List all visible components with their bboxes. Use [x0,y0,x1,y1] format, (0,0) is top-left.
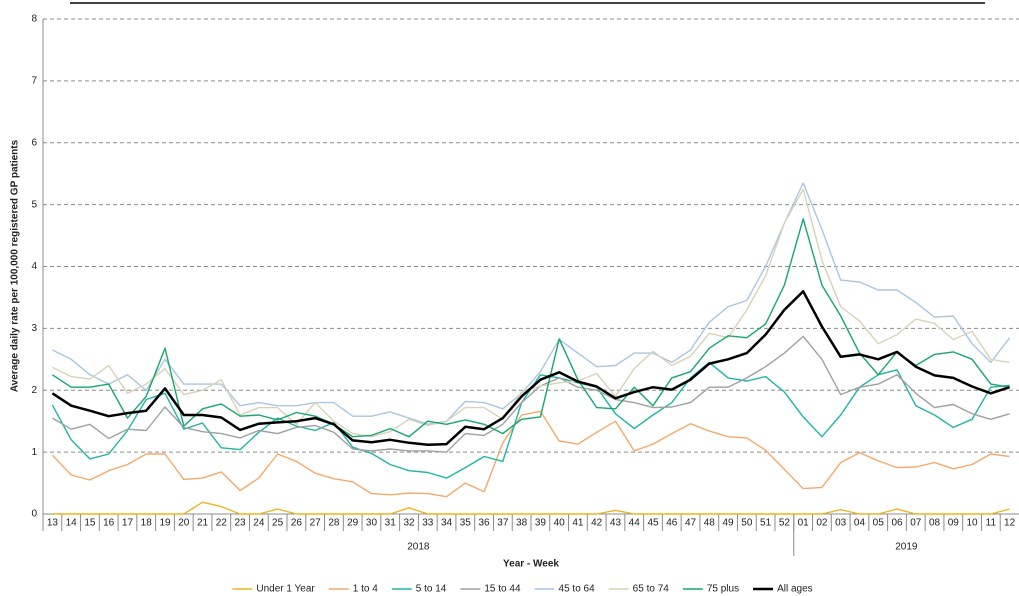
x-tick-label: 44 [629,518,641,529]
x-tick-label: 22 [216,518,228,529]
x-tick-label: 14 [66,518,78,529]
y-tick-label: 4 [31,261,37,272]
x-axis-title: Year - Week [503,559,559,570]
legend-label: All ages [777,584,813,595]
x-tick-label: 42 [591,518,603,529]
x-tick-label: 27 [310,518,322,529]
legend-label: Under 1 Year [256,584,315,595]
y-tick-label: 5 [31,199,37,210]
x-tick-label: 03 [835,518,847,529]
legend-label: 5 to 14 [416,584,447,595]
x-tick-label: 31 [385,518,397,529]
x-tick-label: 07 [910,518,922,529]
series-line [52,335,1010,453]
y-tick-label: 7 [31,76,37,87]
x-tick-label: 50 [741,518,753,529]
x-tick-label: 04 [854,518,866,529]
x-tick-label: 29 [347,518,359,529]
x-tick-label: 52 [779,518,791,529]
x-tick-label: 12 [1004,518,1016,529]
x-tick-label: 19 [159,518,171,529]
legend-label: 65 to 74 [633,584,670,595]
series-line [51,290,1010,446]
y-tick-label: 2 [31,385,37,396]
x-tick-label: 51 [760,518,772,529]
x-tick-label: 08 [929,518,941,529]
x-tick-label: 09 [948,518,960,529]
x-tick-label: 40 [554,518,566,529]
y-tick-label: 3 [31,323,37,334]
x-tick-label: 23 [235,518,247,529]
x-tick-label: 33 [422,518,434,529]
year-label: 2018 [407,542,430,553]
series-line [52,218,1010,438]
series-line [52,501,1010,515]
x-tick-label: 21 [197,518,209,529]
x-tick-label: 11 [986,518,997,529]
x-tick-label: 06 [891,518,903,529]
x-tick-label: 20 [178,518,190,529]
x-tick-label: 01 [798,518,810,529]
x-tick-label: 30 [366,518,378,529]
series-line [51,410,1010,498]
x-tick-label: 43 [610,518,622,529]
legend-label: 15 to 44 [484,584,521,595]
y-tick-label: 6 [31,137,37,148]
x-tick-label: 02 [816,518,828,529]
x-tick-label: 35 [460,518,472,529]
year-label: 2019 [895,542,918,553]
x-tick-label: 45 [647,518,659,529]
y-tick-label: 8 [31,14,37,25]
x-tick-label: 37 [497,518,509,529]
x-tick-label: 38 [516,518,528,529]
x-tick-label: 15 [84,518,96,529]
x-tick-label: 13 [47,518,59,529]
x-tick-label: 49 [723,518,735,529]
x-tick-label: 26 [291,518,303,529]
x-tick-label: 34 [441,518,453,529]
x-tick-label: 48 [704,518,716,529]
x-tick-label: 05 [873,518,885,529]
series-line [52,188,1010,438]
legend-label: 1 to 4 [353,584,378,595]
x-tick-label: 18 [141,518,153,529]
x-tick-label: 10 [967,518,979,529]
x-tick-label: 46 [666,518,678,529]
x-tick-label: 32 [403,518,415,529]
x-tick-label: 25 [272,518,284,529]
x-tick-label: 24 [253,518,265,529]
x-tick-label: 16 [103,518,115,529]
y-tick-label: 1 [31,447,37,458]
x-tick-label: 17 [122,518,134,529]
x-tick-label: 28 [328,518,340,529]
x-tick-label: 41 [572,518,584,529]
x-tick-label: 47 [685,518,697,529]
x-tick-label: 36 [479,518,491,529]
legend-label: 75 plus [707,584,739,595]
y-axis-title: Average daily rate per 100,000 registere… [10,139,21,392]
x-tick-label: 39 [535,518,547,529]
series-line [51,361,1010,479]
legend-label: 45 to 64 [559,584,596,595]
y-tick-label: 0 [31,509,37,520]
series-line [52,182,1011,425]
